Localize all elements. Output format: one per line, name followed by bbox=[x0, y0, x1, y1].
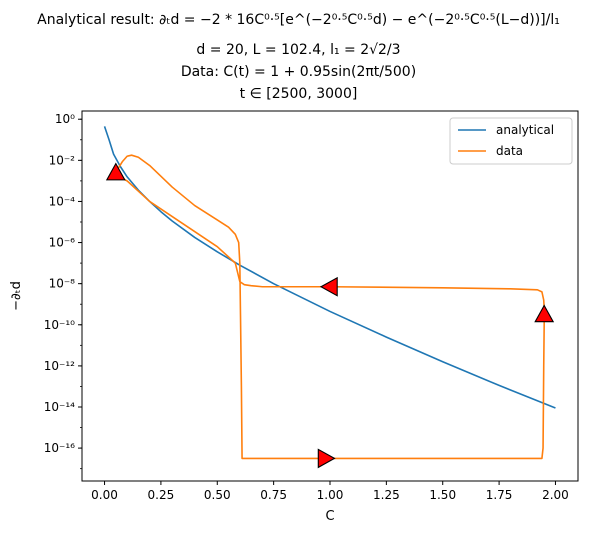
y-tick-label: 10⁻¹⁶ bbox=[44, 441, 75, 455]
x-tick-label: 1.50 bbox=[429, 488, 456, 502]
axes-frame bbox=[81, 110, 579, 482]
x-tick-label: 2.00 bbox=[542, 488, 569, 502]
series-line-data bbox=[115, 154, 545, 460]
y-axis-label: −∂ₜd bbox=[9, 281, 24, 311]
x-axis-label: C bbox=[325, 509, 334, 524]
x-tick-label: 1.00 bbox=[317, 488, 344, 502]
y-tick-label: 10⁻⁸ bbox=[49, 277, 76, 291]
title-line-2: d = 20, L = 102.4, l₁ = 2√2/3 bbox=[196, 42, 401, 58]
x-tick-label: 0.25 bbox=[148, 488, 175, 502]
y-tick-label: 10⁻⁴ bbox=[49, 194, 76, 208]
title-line-4: t ∈ [2500, 3000] bbox=[239, 86, 358, 102]
direction-arrow-2 bbox=[319, 276, 338, 297]
x-tick-label: 1.25 bbox=[373, 488, 400, 502]
title-line-1: Analytical result: ∂ₜd = −2 * 16C⁰·⁵[e^(… bbox=[37, 12, 560, 28]
direction-arrow-4 bbox=[317, 448, 336, 469]
direction-arrow-1 bbox=[105, 162, 126, 181]
series-line-analytical bbox=[103, 126, 556, 409]
y-tick-label: 10⁰ bbox=[55, 112, 75, 126]
y-tick-label: 10⁻⁶ bbox=[49, 236, 76, 250]
y-tick-label: 10⁻¹⁴ bbox=[44, 400, 75, 414]
direction-arrow-3 bbox=[534, 304, 555, 323]
y-tick-label: 10⁻² bbox=[49, 153, 76, 167]
title-line-3: Data: C(t) = 1 + 0.95sin(2πt/500) bbox=[180, 64, 417, 80]
x-tick-label: 0.75 bbox=[260, 488, 287, 502]
legend-label-analytical: analytical bbox=[496, 123, 554, 137]
legend-label-data: data bbox=[496, 144, 523, 158]
y-tick-label: 10⁻¹² bbox=[44, 359, 75, 373]
x-tick-label: 1.75 bbox=[486, 488, 513, 502]
x-tick-label: 0.50 bbox=[204, 488, 231, 502]
y-tick-label: 10⁻¹⁰ bbox=[44, 318, 75, 332]
x-tick-label: 0.00 bbox=[91, 488, 118, 502]
